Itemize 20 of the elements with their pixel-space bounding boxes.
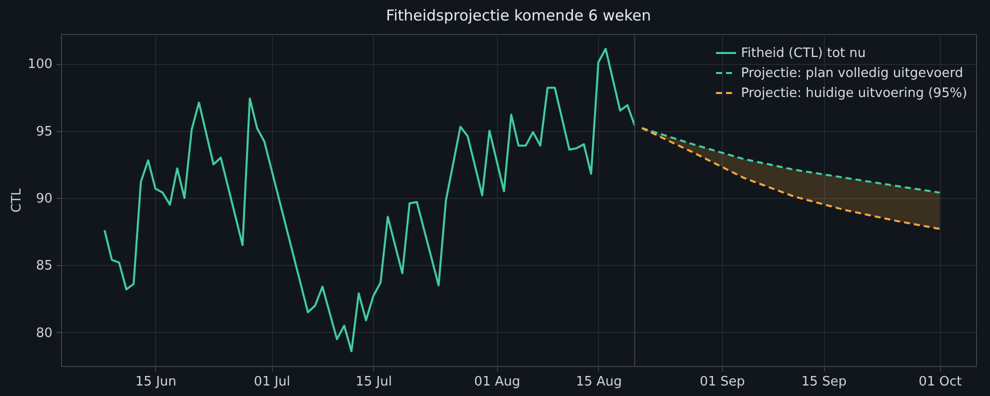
x-tick-label: 01 Oct [918,374,962,390]
x-tick-label: 15 Sep [801,374,847,390]
y-tick-label: 90 [36,191,52,206]
y-tick-label: 80 [36,326,52,341]
y-tick-label: 95 [36,124,52,140]
y-tick-label: 85 [36,258,52,274]
x-tick-label: 01 Sep [700,374,745,390]
x-tick-label: 01 Aug [474,374,520,390]
x-tick-label: 01 Jul [254,374,290,390]
y-axis-title: CTL [10,188,25,213]
legend-label: Fitheid (CTL) tot nu [741,46,866,61]
line-series [640,127,941,194]
chart-title: Fitheidsprojectie komende 6 weken [386,6,651,24]
x-tick-label: 15 Jul [356,374,392,390]
legend-label: Projectie: plan volledig uitgevoerd [741,66,964,81]
x-tick-label: 15 Aug [576,374,622,390]
legend-label: Projectie: huidige uitvoering (95%) [741,86,968,101]
x-tick-label: 15 Jun [135,374,176,390]
line-series [104,48,636,352]
y-tick-label: 100 [28,57,52,72]
